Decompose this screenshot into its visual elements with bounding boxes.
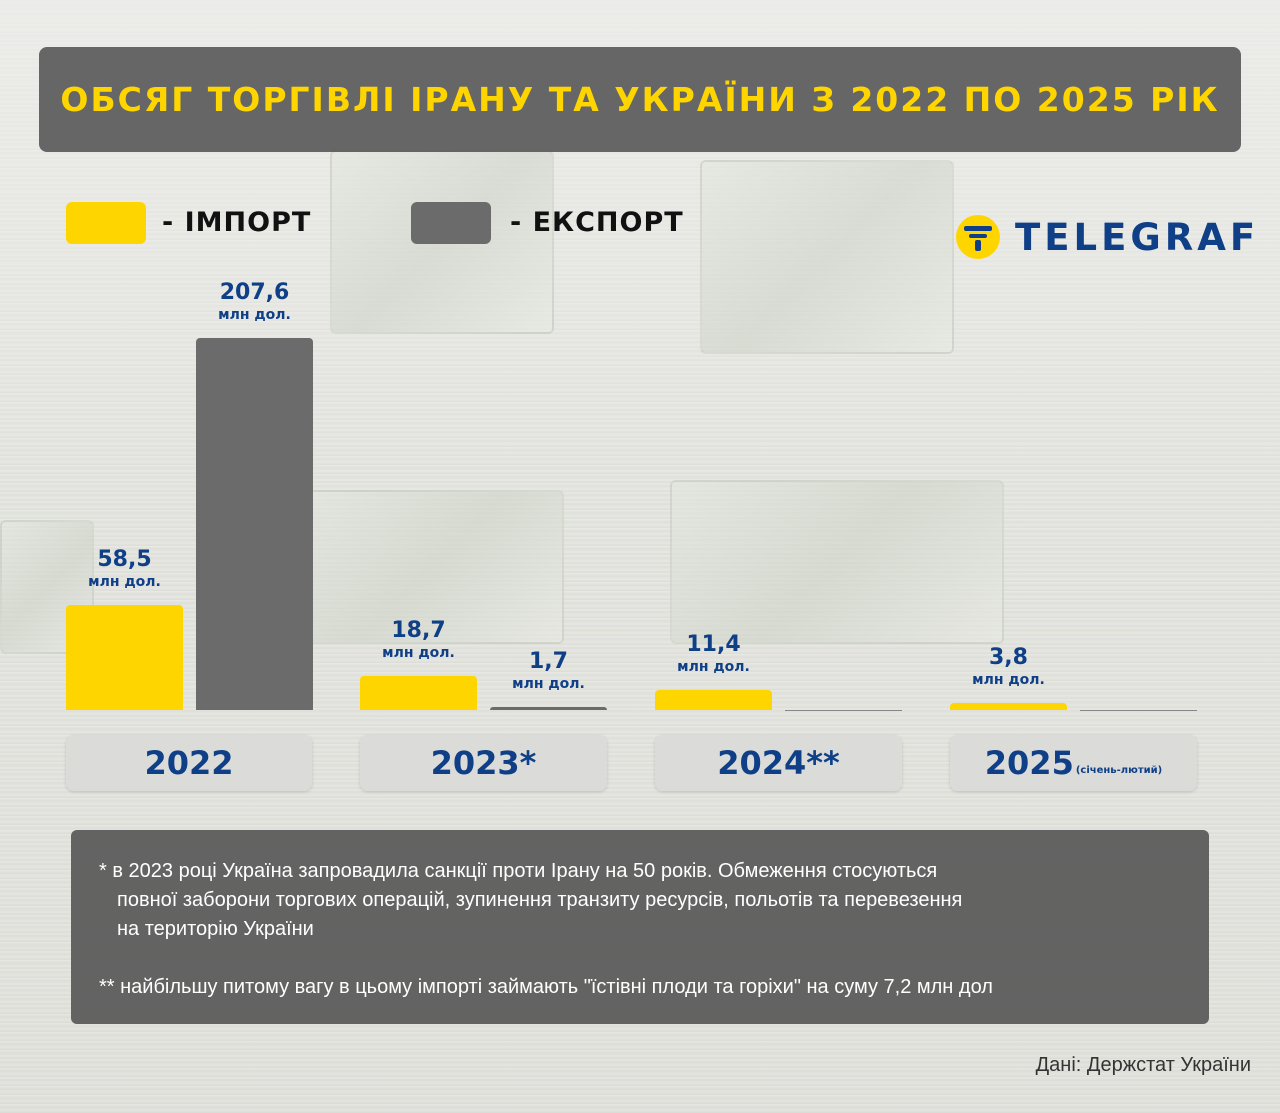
bar-export-0 (196, 338, 313, 710)
bar-import-3 (950, 703, 1067, 710)
banknote-image (700, 160, 954, 354)
year-label-2023: 2023* (360, 735, 607, 791)
bar-export-1 (490, 706, 607, 710)
data-source: Дані: Держстат України (1035, 1054, 1251, 1076)
legend-import-label: - ІМПОРТ (162, 207, 312, 238)
empty-bar-baseline (785, 710, 902, 711)
data-label-export-1: 1,7 млн дол. (490, 649, 607, 693)
telegraf-logo: TELEGRAF (955, 212, 1259, 262)
data-label-unit: млн дол. (512, 675, 585, 692)
footnotes-box: * в 2023 році Україна запровадила санкці… (71, 830, 1209, 1024)
footnote-1-line-3: на територію України (117, 918, 314, 940)
legend-export-label: - ЕКСПОРТ (510, 207, 684, 238)
data-label-value: 207,6 (219, 280, 290, 305)
legend-import-swatch (66, 202, 146, 244)
bar-import-2 (655, 689, 772, 710)
legend-export-swatch (411, 202, 491, 244)
data-label-value: 11,4 (686, 631, 741, 657)
data-label-value: 58,5 (97, 547, 152, 573)
footnote-1-line-2: повної заборони торгових операцій, зупин… (117, 889, 963, 911)
data-label-unit: млн дол. (677, 658, 750, 675)
year-label-2025: 2025 (січень-лютий) (950, 735, 1197, 791)
title-banner: ОБСЯГ ТОРГІВЛІ ІРАНУ ТА УКРАЇНИ З 2022 П… (39, 47, 1241, 152)
data-label-value: 3,8 (989, 645, 1028, 671)
year-text: 2025 (984, 744, 1074, 782)
data-label-export-0: 207,6 млн дол. (196, 280, 313, 324)
footnote-2: ** найбільшу питому вагу в цьому імпорті… (99, 976, 993, 998)
bar-import-0 (66, 605, 183, 710)
data-label-value: 1,7 (529, 648, 568, 674)
year-text: 2024** (717, 744, 840, 782)
data-label-import-3: 3,8 млн дол. (950, 645, 1067, 689)
year-label-2024: 2024** (655, 735, 902, 791)
data-label-import-0: 58,5 млн дол. (66, 547, 183, 591)
data-label-unit: млн дол. (88, 574, 161, 591)
data-label-import-1: 18,7 млн дол. (360, 618, 477, 662)
year-label-2022: 2022 (66, 735, 312, 791)
data-label-unit: млн дол. (972, 672, 1045, 689)
data-label-value: 18,7 (391, 618, 446, 644)
year-suffix: (січень-лютий) (1075, 764, 1163, 776)
logo-text: TELEGRAF (1015, 215, 1260, 259)
banknote-image (670, 480, 1004, 644)
year-text: 2023* (430, 744, 537, 782)
page-title: ОБСЯГ ТОРГІВЛІ ІРАНУ ТА УКРАЇНИ З 2022 П… (60, 80, 1220, 119)
telegraf-logo-icon (956, 215, 1000, 259)
data-label-import-2: 11,4 млн дол. (655, 632, 772, 676)
year-text: 2022 (144, 744, 234, 782)
data-label-unit: млн дол. (218, 307, 291, 323)
empty-bar-baseline (1080, 710, 1197, 711)
bar-import-1 (360, 676, 477, 710)
footnote-1-line-1: * в 2023 році Україна запровадила санкці… (99, 860, 938, 882)
banknote-image (300, 490, 564, 644)
data-label-unit: млн дол. (382, 645, 455, 662)
